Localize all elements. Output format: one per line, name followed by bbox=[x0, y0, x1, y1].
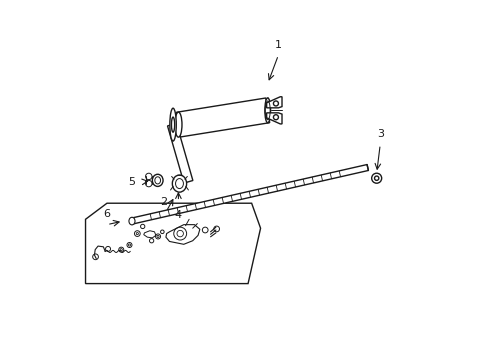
Ellipse shape bbox=[171, 117, 174, 132]
Polygon shape bbox=[266, 113, 282, 124]
Ellipse shape bbox=[175, 112, 182, 137]
Polygon shape bbox=[176, 98, 269, 137]
Polygon shape bbox=[131, 165, 367, 224]
Ellipse shape bbox=[129, 217, 135, 225]
Text: 6: 6 bbox=[103, 209, 110, 219]
Ellipse shape bbox=[152, 174, 163, 186]
Text: 1: 1 bbox=[274, 40, 282, 50]
Ellipse shape bbox=[264, 98, 270, 123]
Polygon shape bbox=[165, 225, 200, 244]
Polygon shape bbox=[85, 203, 260, 284]
Text: 2: 2 bbox=[160, 197, 167, 207]
Text: 3: 3 bbox=[376, 129, 383, 139]
Polygon shape bbox=[167, 123, 192, 183]
Ellipse shape bbox=[172, 175, 186, 192]
Polygon shape bbox=[143, 231, 156, 238]
Text: 5: 5 bbox=[128, 177, 135, 187]
Polygon shape bbox=[266, 97, 282, 108]
Ellipse shape bbox=[169, 108, 176, 141]
Text: 4: 4 bbox=[175, 210, 182, 220]
